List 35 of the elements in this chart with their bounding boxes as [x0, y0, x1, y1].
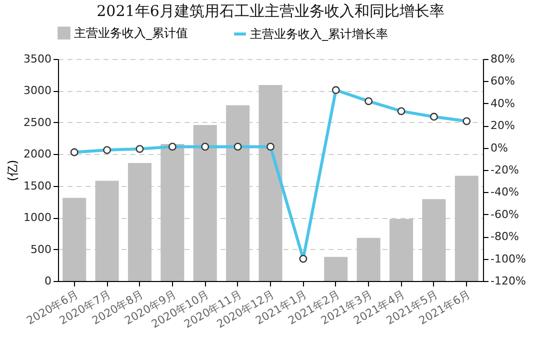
y2-tick-label: 60% — [490, 74, 515, 88]
bar — [390, 218, 414, 281]
bar — [454, 176, 478, 281]
y-tick-label: 1500 — [24, 179, 52, 192]
y-tick-label: 1000 — [24, 211, 52, 224]
legend-label: 主营业务收入_累计增长率 — [250, 27, 388, 41]
y-tick-label: 500 — [30, 242, 52, 256]
y2-tick-label: -20% — [490, 164, 519, 176]
bar — [356, 238, 380, 281]
y2-tick-label: -40% — [490, 186, 519, 199]
y2-tick-label: -100% — [490, 252, 526, 266]
bar — [95, 180, 119, 281]
bar — [193, 124, 217, 281]
y-axis-title: (亿) — [6, 160, 20, 182]
y-tick-label: 2500 — [24, 116, 52, 129]
legend-label: 主营业务收入_累计值 — [74, 26, 188, 40]
bar — [160, 144, 184, 281]
bar — [226, 105, 250, 281]
y2-tick-label: -120% — [490, 274, 526, 288]
bar — [422, 199, 446, 281]
y-tick-label: 3500 — [24, 52, 52, 66]
y2-tick-label: 40% — [490, 96, 515, 110]
y2-tick-label: 20% — [490, 119, 515, 132]
bar — [324, 256, 348, 281]
y2-tick-label: 80% — [490, 52, 515, 66]
y2-tick-label: -80% — [490, 230, 519, 244]
bar — [258, 85, 282, 281]
y-tick-label: 3000 — [24, 84, 52, 98]
y2-tick-label: 0% — [490, 141, 508, 154]
y-tick-label: 2000 — [24, 148, 52, 161]
bar — [128, 163, 152, 281]
bar — [62, 198, 86, 281]
chart-title: 2021年6月建筑用石工业主营业务收入和同比增长率 — [96, 2, 444, 20]
y2-tick-label: -60% — [490, 208, 519, 221]
y-tick-label: 0 — [44, 274, 52, 288]
